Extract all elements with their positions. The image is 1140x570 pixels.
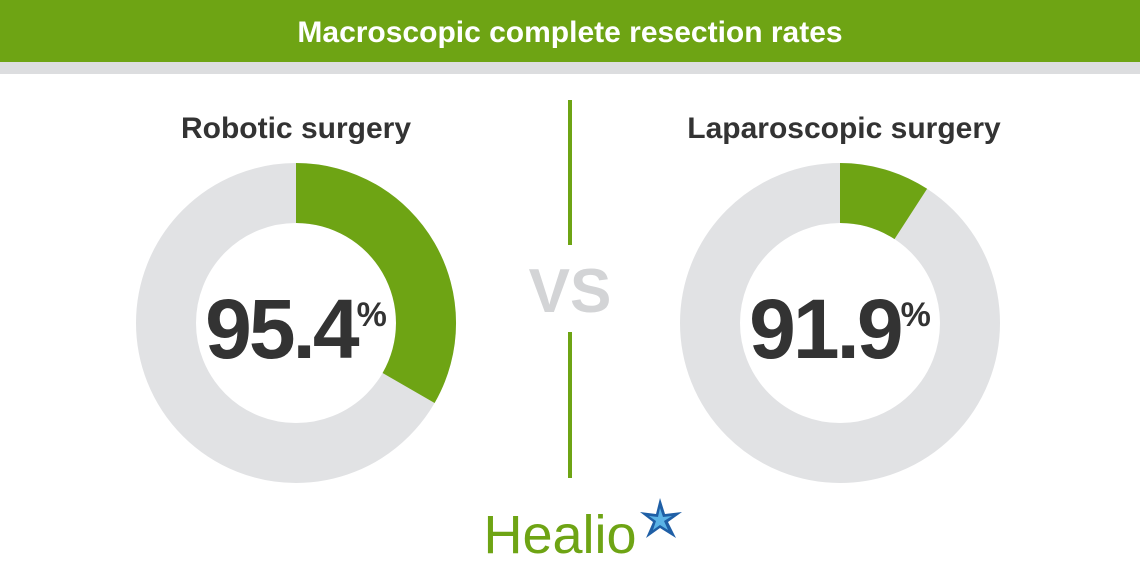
- rate: 91.9%: [749, 282, 931, 376]
- panel-title: Laparoscopic surgery: [687, 112, 1001, 145]
- donut-arc: [296, 163, 457, 403]
- donut-arc: [840, 163, 928, 240]
- rate-unit: %: [901, 296, 931, 334]
- logo-star: [640, 498, 682, 538]
- rate: 95.4%: [205, 282, 387, 376]
- vs-label: VS: [529, 257, 612, 326]
- header-bar: [0, 0, 1140, 62]
- panel-title: Robotic surgery: [181, 112, 411, 145]
- rate-value: 91.9: [749, 282, 901, 376]
- logo: Healio: [483, 505, 636, 565]
- header-stripe: [0, 62, 1140, 74]
- title: Macroscopic complete resection rates: [297, 16, 842, 49]
- rate-unit: %: [357, 296, 387, 334]
- rate-value: 95.4: [205, 282, 360, 376]
